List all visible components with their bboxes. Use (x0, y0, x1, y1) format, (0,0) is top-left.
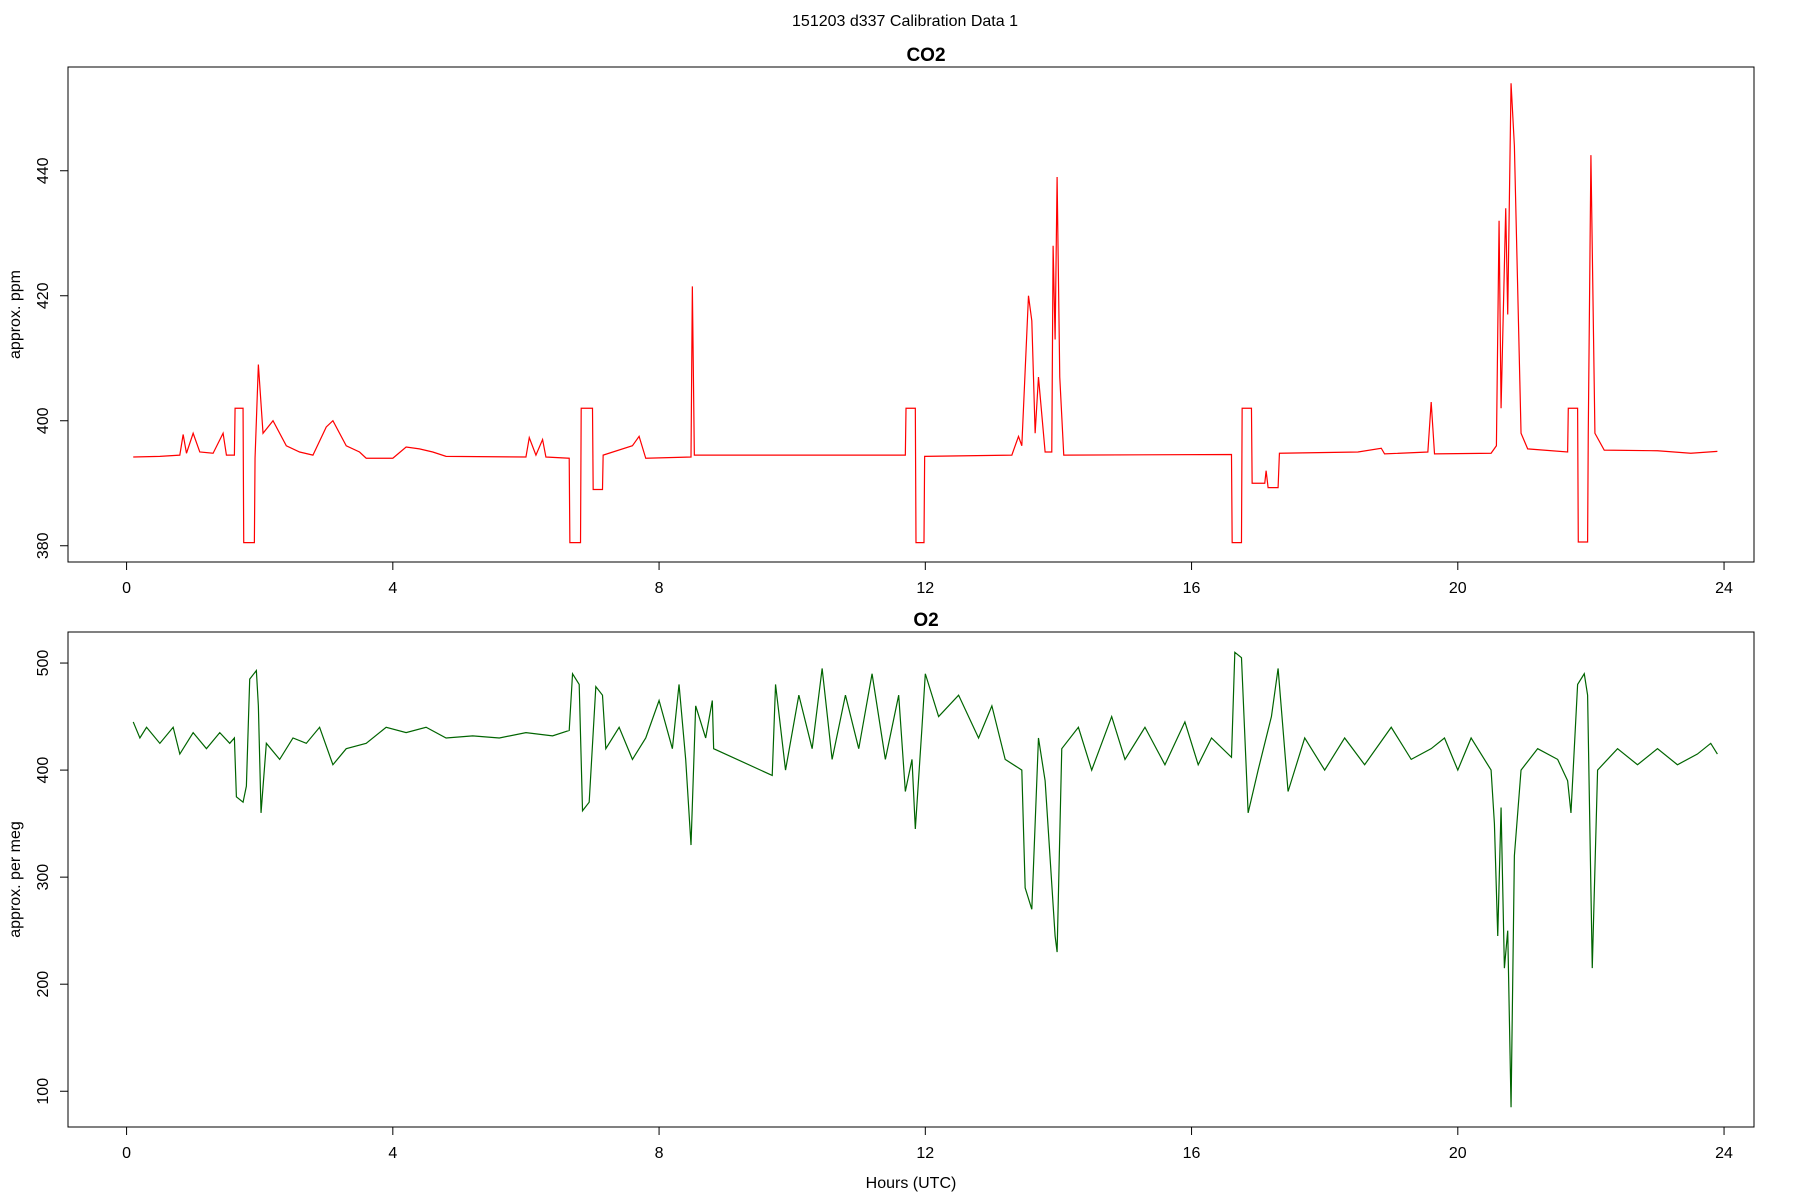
x-tick-label: 4 (388, 580, 397, 597)
x-tick-label: 16 (1183, 580, 1201, 597)
x-tick-label: 12 (916, 580, 934, 597)
x-tick-label: 16 (1183, 1145, 1201, 1162)
x-tick-label: 20 (1449, 580, 1467, 597)
figure-title: 151203 d337 Calibration Data 1 (792, 13, 1018, 30)
x-tick-label: 12 (916, 1145, 934, 1162)
plot-box (67, 66, 1755, 563)
x-tick-label: 0 (122, 1145, 131, 1162)
y-axis-label: approx. per meg (7, 821, 24, 938)
data-line (133, 83, 1718, 544)
x-tick-label: 24 (1715, 1145, 1733, 1162)
y-tick-label: 400 (35, 757, 52, 784)
x-axis-label: Hours (UTC) (866, 1175, 957, 1192)
y-tick-label: 440 (35, 157, 52, 184)
x-tick-label: 24 (1715, 580, 1733, 597)
x-tick-label: 4 (388, 1145, 397, 1162)
y-tick-label: 200 (35, 971, 52, 998)
plot-box (67, 631, 1755, 1128)
y-tick-label: 500 (35, 650, 52, 677)
y-axis-label: approx. ppm (7, 270, 24, 359)
panel-title: CO2 (906, 45, 945, 66)
y-tick-label: 400 (35, 407, 52, 434)
y-tick-label: 420 (35, 282, 52, 309)
panel-title: O2 (913, 610, 938, 631)
x-tick-label: 20 (1449, 1145, 1467, 1162)
y-tick-label: 380 (35, 532, 52, 559)
x-tick-label: 8 (655, 1145, 664, 1162)
x-tick-label: 8 (655, 580, 664, 597)
data-line (132, 651, 1718, 1108)
y-tick-label: 100 (35, 1078, 52, 1105)
x-tick-label: 0 (122, 580, 131, 597)
y-tick-label: 300 (35, 864, 52, 891)
